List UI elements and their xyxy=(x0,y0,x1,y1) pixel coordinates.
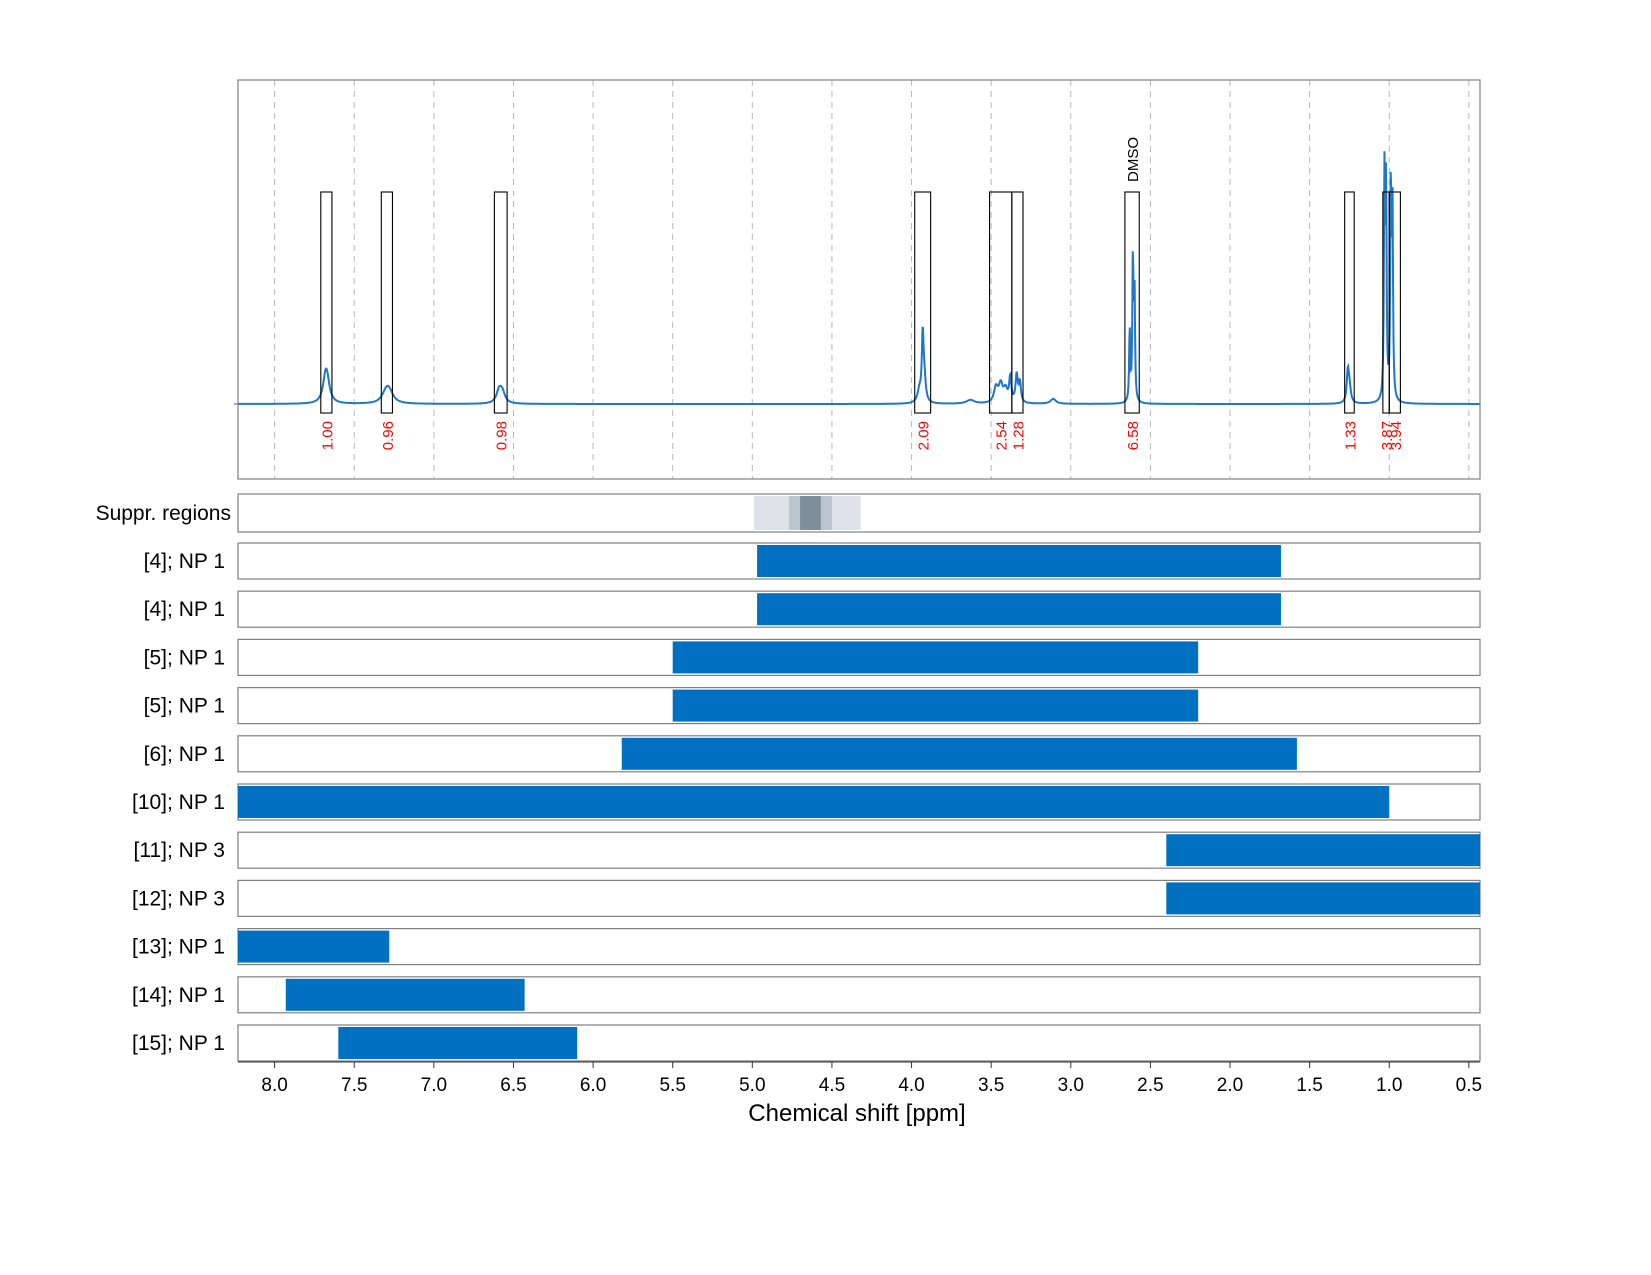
spectrum-panel: 1.00 0.96 0.98 2.09 2.54 1.28 6.58 DMSO 1.33 3.87… xyxy=(234,79,1481,480)
x-tick-label: 3.0 xyxy=(1058,1075,1084,1096)
np-bar xyxy=(238,786,1390,818)
integration-value-label: 0.96 xyxy=(380,421,397,450)
suppressed-band xyxy=(800,496,821,530)
integration-region-box xyxy=(1124,191,1140,414)
np-row: [4]; NP 1 xyxy=(144,542,1481,580)
x-tick-label: 7.5 xyxy=(341,1075,367,1096)
np-row: [6]; NP 1 xyxy=(144,735,1481,773)
np-row: [5]; NP 1 xyxy=(144,638,1481,677)
x-tick-label: 4.0 xyxy=(898,1075,924,1096)
x-tick-label: 2.0 xyxy=(1217,1075,1243,1096)
np-rows: [4]; NP 1 [4]; NP 1 [5]; NP 1 [5]; NP 1 [6];… xyxy=(132,542,1481,1062)
integration-value-label: 1.33 xyxy=(1342,421,1359,450)
x-tick-label: 4.5 xyxy=(819,1075,845,1096)
np-bar xyxy=(672,641,1199,674)
np-row: [14]; NP 1 xyxy=(132,976,1481,1014)
x-tick-label: 7.0 xyxy=(421,1075,447,1096)
integration-value-label: 1.28 xyxy=(1010,421,1027,450)
x-tick-label: 0.5 xyxy=(1456,1075,1482,1096)
np-row-label: [13]; NP 1 xyxy=(132,936,225,959)
integration-region-box xyxy=(1388,191,1401,414)
spectrum-line xyxy=(238,151,1480,405)
suppressed-regions-label: Suppr. regions xyxy=(96,502,231,525)
np-row: [15]; NP 1 xyxy=(132,1024,1481,1062)
integration-value-label: 6.58 xyxy=(1125,421,1142,450)
np-row-label: [10]; NP 1 xyxy=(132,791,225,814)
x-tick-label: 3.5 xyxy=(978,1075,1004,1096)
integration-region-box xyxy=(914,191,932,414)
np-bar xyxy=(621,737,1297,770)
suppressed-regions-frame xyxy=(237,493,1481,533)
np-row-frame xyxy=(237,927,1481,966)
spectrum-frame xyxy=(237,79,1481,480)
integration-value-label: 1.00 xyxy=(319,421,336,450)
np-row-label: [6]; NP 1 xyxy=(144,743,225,766)
np-row-label: [4]; NP 1 xyxy=(144,598,225,621)
suppressed-regions-panel: Suppr. regions xyxy=(96,493,1481,533)
x-tick-label: 2.5 xyxy=(1137,1075,1163,1096)
integration-value-label: 2.54 xyxy=(994,421,1011,450)
peak-annotation-label: DMSO xyxy=(1125,137,1142,182)
np-row-label: [12]; NP 3 xyxy=(132,887,225,910)
x-tick-label: 5.0 xyxy=(739,1075,765,1096)
np-row-label: [11]; NP 3 xyxy=(134,839,225,862)
x-axis-title: Chemical shift [ppm] xyxy=(748,1100,965,1127)
integration-value-label: 2.09 xyxy=(916,421,933,450)
integration-region-box xyxy=(1344,191,1355,414)
np-bar xyxy=(1166,882,1480,915)
np-row-label: [5]; NP 1 xyxy=(144,695,225,718)
np-row-label: [15]; NP 1 xyxy=(132,1032,225,1055)
x-tick-label: 5.5 xyxy=(659,1075,685,1096)
np-row: [5]; NP 1 xyxy=(144,686,1481,725)
integration-region-box xyxy=(380,191,394,414)
x-tick-label: 6.0 xyxy=(580,1075,606,1096)
integration-regions: 1.00 0.96 0.98 2.09 2.54 1.28 6.58 DMSO 1.33 3.87… xyxy=(319,137,1404,450)
x-tick-label: 1.5 xyxy=(1296,1075,1322,1096)
np-row: [11]; NP 3 xyxy=(134,831,1481,869)
x-tick-label: 8.0 xyxy=(261,1075,287,1096)
np-bar xyxy=(338,1027,578,1059)
np-row: [4]; NP 1 xyxy=(144,590,1481,628)
np-bar xyxy=(757,593,1281,626)
integration-value-label: 3.94 xyxy=(1388,421,1405,450)
x-axis: 8.0 7.5 7.0 6.5 6.0 5.5 5.0 4.5 4.0 3.5 3.0 2.5 2.0 1… xyxy=(238,1061,1482,1096)
np-bar xyxy=(1166,834,1480,867)
np-row-label: [5]; NP 1 xyxy=(144,646,225,669)
np-bar xyxy=(238,930,390,963)
integration-value-label: 3.87 xyxy=(1379,421,1396,450)
integration-value-label: 0.98 xyxy=(494,421,511,450)
x-tick-label: 1.0 xyxy=(1376,1075,1402,1096)
integration-region-box xyxy=(493,191,508,414)
np-row-label: [14]; NP 1 xyxy=(132,984,225,1007)
suppressed-bands xyxy=(753,496,861,530)
x-tick-label: 6.5 xyxy=(500,1075,526,1096)
np-bar xyxy=(672,689,1199,722)
np-row: [12]; NP 3 xyxy=(132,879,1481,918)
np-row: [13]; NP 1 xyxy=(132,927,1481,966)
np-bar xyxy=(285,978,525,1011)
np-bar xyxy=(757,545,1281,577)
integration-region-box xyxy=(320,191,333,414)
np-row: [10]; NP 1 xyxy=(132,783,1481,821)
integration-region-box xyxy=(1011,191,1024,414)
np-row-label: [4]; NP 1 xyxy=(144,550,225,573)
